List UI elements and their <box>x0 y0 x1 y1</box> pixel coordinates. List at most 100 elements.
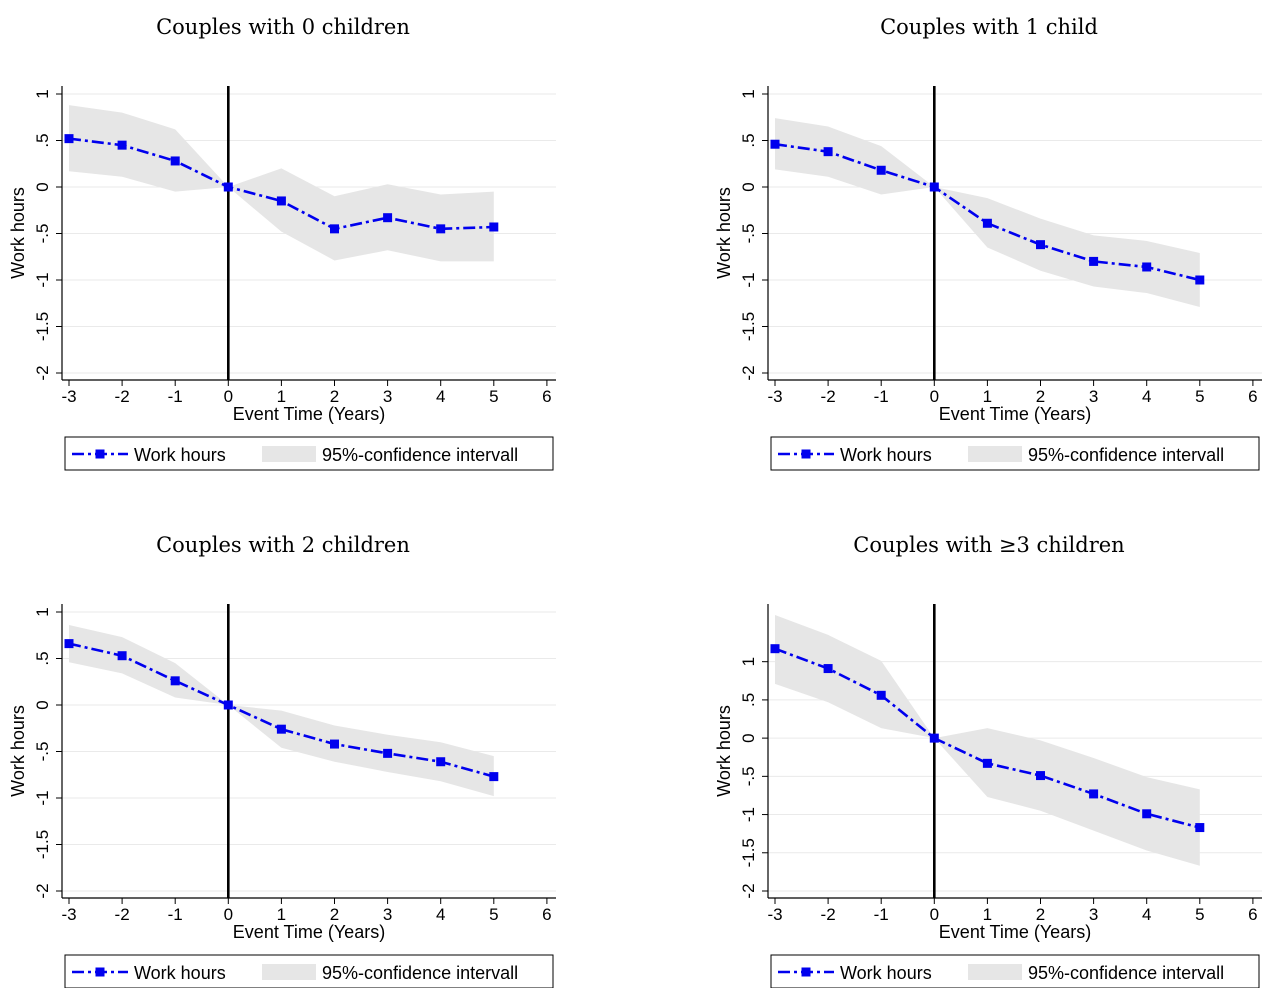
data-point <box>876 690 886 700</box>
x-tick-label: 4 <box>1142 387 1151 406</box>
legend-band-label: 95%-confidence intervall <box>322 445 518 465</box>
chart-panel: Couples with 1 child -2 -1.5 -1 -.5 0 .5 1 -3 -2 -… <box>714 15 1262 471</box>
data-point <box>276 724 286 734</box>
y-tick-label: -.5 <box>33 742 52 762</box>
x-tick-label: -1 <box>168 387 183 406</box>
data-point <box>1142 809 1152 819</box>
confidence-band <box>69 105 494 262</box>
y-tick-label: -2 <box>33 883 52 898</box>
x-tick-label: 6 <box>542 905 551 924</box>
y-tick-label: -2 <box>33 365 52 380</box>
data-point <box>1089 256 1099 266</box>
legend-series-marker <box>95 967 105 977</box>
y-tick-label: .5 <box>739 133 758 147</box>
x-tick-label: 2 <box>330 905 339 924</box>
x-tick-label: 0 <box>930 387 939 406</box>
x-tick-label: 5 <box>1195 905 1204 924</box>
data-point <box>929 733 939 743</box>
legend-series-marker <box>801 449 811 459</box>
legend: Work hours 95%-confidence intervall <box>64 954 554 988</box>
x-tick-label: 1 <box>983 387 992 406</box>
x-tick-label: 6 <box>542 387 551 406</box>
data-point <box>330 224 339 234</box>
data-point <box>770 644 780 654</box>
x-tick-label: -2 <box>115 905 130 924</box>
data-point <box>383 748 393 758</box>
legend-band-swatch <box>262 964 316 980</box>
chart-title: Couples with 1 child <box>880 15 1098 39</box>
y-tick-label: .5 <box>739 693 758 707</box>
data-point <box>64 134 74 144</box>
y-axis-title: Work hours <box>8 187 28 279</box>
y-tick-label: 1 <box>33 607 52 616</box>
y-axis-title: Work hours <box>714 187 734 279</box>
data-point <box>383 213 393 223</box>
legend: Work hours 95%-confidence intervall <box>770 954 1260 988</box>
y-tick-label: -1 <box>739 272 758 287</box>
chart-panel: Couples with ≥3 children -2 -1.5 -1 -.5 0 .5 1 -… <box>714 533 1262 988</box>
x-tick-label: 6 <box>1248 387 1257 406</box>
legend: Work hours 95%-confidence intervall <box>64 436 554 471</box>
x-tick-label: -3 <box>61 905 76 924</box>
chart-panel: Couples with 2 children -2 -1.5 -1 -.5 0 .5 1 -3… <box>8 533 556 988</box>
data-point <box>929 182 939 192</box>
y-axis-title: Work hours <box>714 705 734 797</box>
legend-band-swatch <box>968 964 1022 980</box>
x-axis-title: Event Time (Years) <box>233 404 385 424</box>
confidence-band <box>775 615 1200 866</box>
x-tick-label: 4 <box>436 387 445 406</box>
y-tick-label: -2 <box>739 883 758 898</box>
y-tick-label: 0 <box>33 182 52 191</box>
legend-band-label: 95%-confidence intervall <box>1028 963 1224 983</box>
x-tick-label: 0 <box>224 387 233 406</box>
legend-series-label: Work hours <box>840 445 932 465</box>
y-tick-label: 1 <box>33 89 52 98</box>
legend-series-label: Work hours <box>840 963 932 983</box>
y-tick-label: 0 <box>33 700 52 709</box>
x-tick-label: 6 <box>1248 905 1257 924</box>
chart-panel: Couples with 0 children -2 -1.5 -1 -.5 0 .5 1 -3… <box>8 15 556 471</box>
legend-band-label: 95%-confidence intervall <box>322 963 518 983</box>
x-axis-title: Event Time (Years) <box>233 922 385 942</box>
x-tick-label: 4 <box>436 905 445 924</box>
data-point <box>117 140 127 150</box>
x-tick-label: -3 <box>767 905 782 924</box>
x-axis-title: Event Time (Years) <box>939 404 1091 424</box>
x-tick-label: 1 <box>277 905 286 924</box>
x-tick-label: -1 <box>874 905 889 924</box>
series-line <box>68 642 495 778</box>
legend: Work hours 95%-confidence intervall <box>770 436 1260 471</box>
data-point <box>436 757 446 767</box>
legend-series-marker <box>801 967 811 977</box>
x-tick-label: 5 <box>489 387 498 406</box>
data-point <box>436 224 446 234</box>
data-point <box>276 196 286 206</box>
x-tick-label: 3 <box>383 387 392 406</box>
x-tick-label: 2 <box>1036 387 1045 406</box>
x-tick-label: -2 <box>821 387 836 406</box>
x-tick-label: 3 <box>1089 387 1098 406</box>
legend-band-swatch <box>968 446 1022 462</box>
x-tick-label: 0 <box>224 905 233 924</box>
x-tick-label: -3 <box>767 387 782 406</box>
y-tick-label: -.5 <box>739 224 758 244</box>
data-point <box>223 700 233 710</box>
data-point <box>489 772 499 782</box>
data-point <box>64 639 74 649</box>
data-point <box>1195 275 1205 285</box>
y-tick-label: -1.5 <box>739 312 758 341</box>
x-tick-label: -1 <box>168 905 183 924</box>
legend-band-label: 95%-confidence intervall <box>1028 445 1224 465</box>
data-point <box>982 218 992 228</box>
x-tick-label: -2 <box>115 387 130 406</box>
x-tick-label: -3 <box>61 387 76 406</box>
data-point <box>223 182 233 192</box>
x-tick-label: 1 <box>983 905 992 924</box>
legend-series-marker <box>95 449 105 459</box>
chart-title: Couples with 2 children <box>156 533 410 557</box>
data-point <box>170 676 180 686</box>
x-tick-label: 2 <box>1036 905 1045 924</box>
y-tick-label: -1 <box>33 272 52 287</box>
x-tick-label: -2 <box>821 905 836 924</box>
